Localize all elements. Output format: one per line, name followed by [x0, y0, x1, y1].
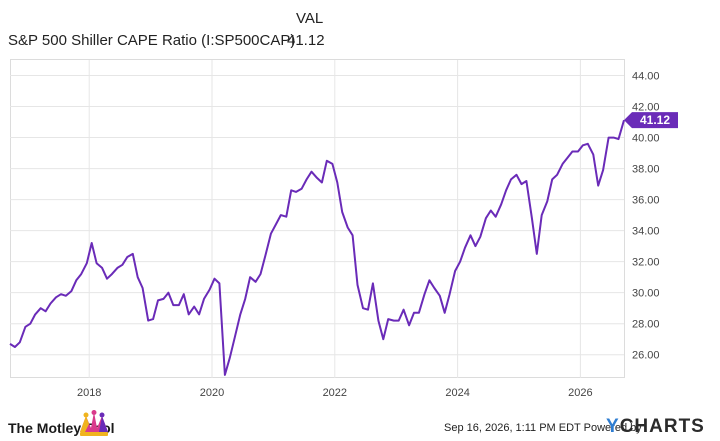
powered-by-text: Powered by [583, 422, 642, 434]
y-tick-label: 38.00 [632, 164, 660, 176]
ycharts-logo[interactable]: YCHARTS [606, 416, 705, 438]
horizontal-gridlines [10, 75, 624, 356]
timestamp: Sep 16, 2026, 1:11 PM EDT [444, 422, 581, 434]
last-value-text: 41.12 [640, 113, 670, 127]
chart-legend: VAL S&P 500 Shiller CAPE Ratio (I:SP500C… [0, 0, 720, 56]
ycharts-logo-mark: Y [606, 416, 620, 437]
y-tick-label: 36.00 [632, 195, 660, 207]
legend-series-name[interactable]: S&P 500 Shiller CAPE Ratio (I:SP500CAP) [8, 32, 296, 49]
x-tick-label: 2018 [77, 387, 101, 399]
legend-series-value: 41.12 [287, 32, 325, 49]
x-tick-label: 2022 [323, 387, 347, 399]
y-tick-label: 30.00 [632, 288, 660, 300]
jester-hat-icon [80, 410, 108, 436]
y-tick-label: 40.00 [632, 133, 660, 145]
y-tick-label: 44.00 [632, 71, 660, 83]
series-line-cape-ratio[interactable] [9, 119, 625, 376]
y-tick-label: 42.00 [632, 102, 660, 114]
x-tick-label: 2020 [200, 387, 224, 399]
plot-area-border [10, 59, 625, 378]
y-tick-label: 26.00 [632, 350, 660, 362]
y-axis-tick-labels: 26.00 28.00 30.00 32.00 34.00 36.00 38.00 40.00… [632, 71, 660, 362]
y-tick-label: 32.00 [632, 257, 660, 269]
legend-column-header: VAL [296, 10, 324, 27]
last-value-label: 41.12 [624, 112, 678, 129]
y-tick-label: 34.00 [632, 226, 660, 238]
timestamp-and-powered-by: Sep 16, 2026, 1:11 PM EDT Powered by [444, 422, 642, 434]
last-value-tag [624, 112, 678, 129]
line-chart: 26.00 28.00 30.00 32.00 34.00 36.00 38.00 40.00… [9, 59, 678, 399]
x-tick-label: 2024 [445, 387, 469, 399]
x-tick-label: 2026 [568, 387, 592, 399]
vertical-gridlines [88, 60, 581, 378]
x-axis-tick-labels: 2018 2020 2022 2024 2026 [77, 387, 593, 399]
y-tick-label: 28.00 [632, 319, 660, 331]
ycharts-logo-text: CHARTS [619, 416, 705, 437]
footer: The Motley Fool Sep 16, 2026, 1:11 PM ED… [0, 404, 720, 441]
